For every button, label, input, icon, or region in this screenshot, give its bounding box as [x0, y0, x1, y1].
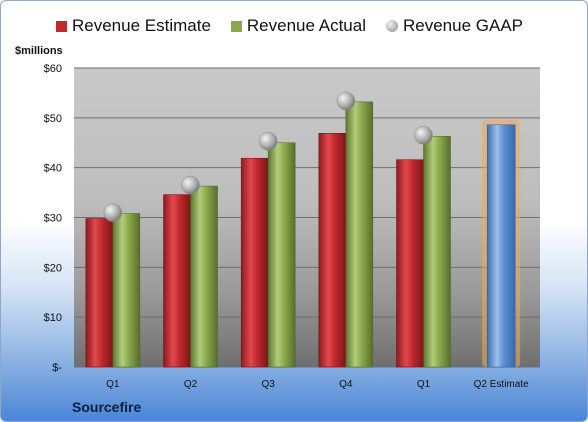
bar-revenue-estimate: [163, 194, 191, 368]
x-tick-label: Q1: [417, 379, 431, 390]
x-tick-label: Q4: [339, 379, 353, 390]
y-tick-label: $60: [44, 63, 62, 75]
x-tick-label: Q2: [184, 379, 198, 390]
gaap-marker: [258, 132, 278, 151]
y-tick-label: $30: [44, 213, 62, 225]
y-tick-label: $20: [44, 262, 62, 274]
bar-revenue-estimate: [318, 133, 347, 368]
bar-revenue-actual: [112, 213, 141, 368]
company-name: Sourcefire: [72, 399, 142, 415]
bar-revenue-estimate: [85, 218, 114, 368]
x-tick-label: Q2 Estimate: [474, 379, 529, 390]
x-tick-label: Q1: [106, 379, 120, 390]
bar-revenue-actual: [423, 136, 451, 368]
y-unit-label: $millions: [15, 45, 63, 57]
legend-item: Revenue GAAP: [386, 16, 523, 36]
bar-revenue-actual: [267, 142, 296, 368]
legend-label: Revenue Actual: [246, 16, 366, 35]
gaap-marker: [181, 175, 200, 195]
legend-label: Revenue Estimate: [72, 16, 211, 35]
gaap-marker: [103, 203, 123, 222]
legend-item: Revenue Actual: [230, 16, 366, 36]
y-tick-label: $-: [52, 362, 62, 374]
legend-label: Revenue GAAP: [403, 16, 524, 35]
bar-revenue-actual: [190, 185, 218, 368]
x-tick-label: Q3: [261, 379, 275, 390]
gaap-marker: [336, 91, 356, 111]
legend-marker-square: [56, 20, 67, 32]
bar-revenue-actual: [345, 101, 374, 368]
legend: Revenue Estimate Revenue Actual Revenue GA…: [56, 16, 543, 36]
y-tick-label: $10: [44, 312, 62, 324]
bar-revenue-estimate: [396, 159, 424, 368]
legend-item: Revenue Estimate: [56, 16, 211, 36]
legend-marker-square: [230, 20, 242, 32]
y-tick-label: $40: [44, 163, 62, 175]
legend-marker-circle: [386, 20, 398, 32]
bar-revenue-estimate: [240, 157, 269, 368]
bar-q2-estimate: [486, 124, 516, 368]
gaap-marker: [414, 126, 433, 145]
y-tick-label: $50: [44, 113, 62, 125]
